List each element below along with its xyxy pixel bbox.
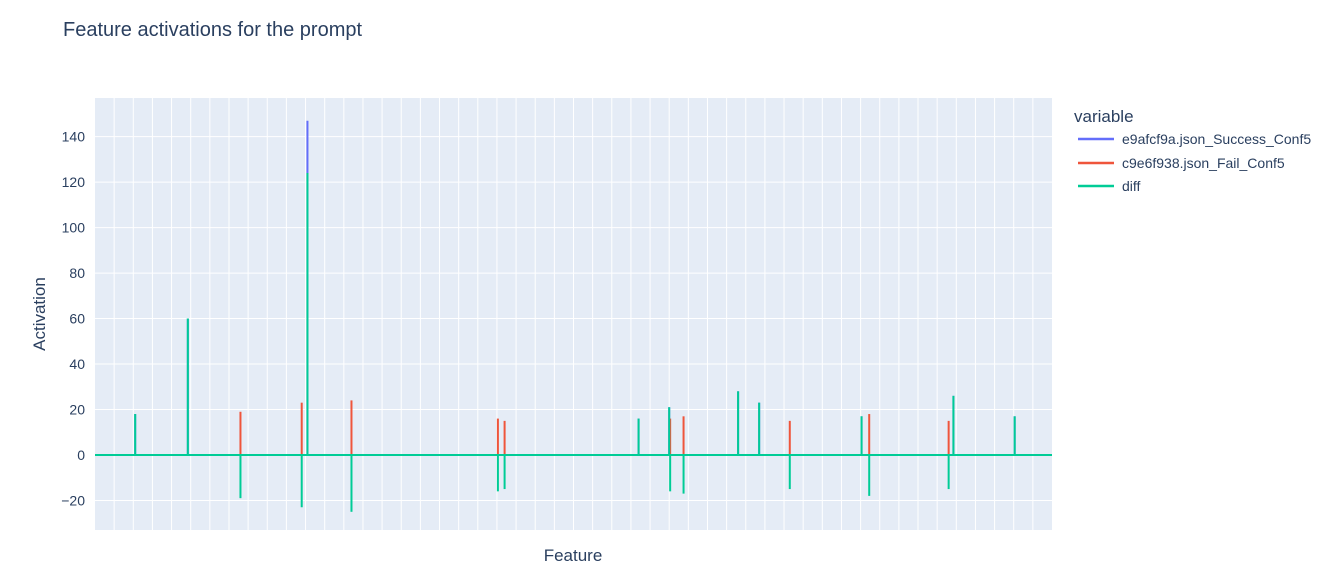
y-tick-label: 140 <box>62 129 86 145</box>
traces <box>95 120 1052 512</box>
y-tick-label: 0 <box>77 447 85 463</box>
legend-label-fail: c9e6f938.json_Fail_Conf5 <box>1122 155 1285 171</box>
legend[interactable]: variable e9afcf9a.json_Success_Conf5 c9e… <box>1074 107 1311 194</box>
y-axis-label: Activation <box>30 277 49 351</box>
minor-gridlines <box>113 98 1034 530</box>
y-tick-label: −20 <box>61 492 85 508</box>
y-tick-label: 120 <box>62 174 86 190</box>
y-tick-labels: −20 0 20 40 60 80 100 120 140 <box>61 129 85 509</box>
y-tick-label: 40 <box>69 356 85 372</box>
legend-title: variable <box>1074 107 1134 126</box>
chart-title: Feature activations for the prompt <box>63 19 362 41</box>
y-tick-label: 80 <box>69 265 85 281</box>
y-tick-label: 60 <box>69 311 85 327</box>
y-tick-label: 100 <box>62 220 86 236</box>
legend-item-fail[interactable]: c9e6f938.json_Fail_Conf5 <box>1078 155 1285 171</box>
legend-item-diff[interactable]: diff <box>1078 178 1141 194</box>
legend-label-diff: diff <box>1122 178 1141 194</box>
x-axis-label: Feature <box>544 546 603 565</box>
series-2 <box>95 173 1052 512</box>
y-tick-label: 20 <box>69 401 85 417</box>
legend-label-success: e9afcf9a.json_Success_Conf5 <box>1122 131 1311 147</box>
legend-item-success[interactable]: e9afcf9a.json_Success_Conf5 <box>1078 131 1311 147</box>
